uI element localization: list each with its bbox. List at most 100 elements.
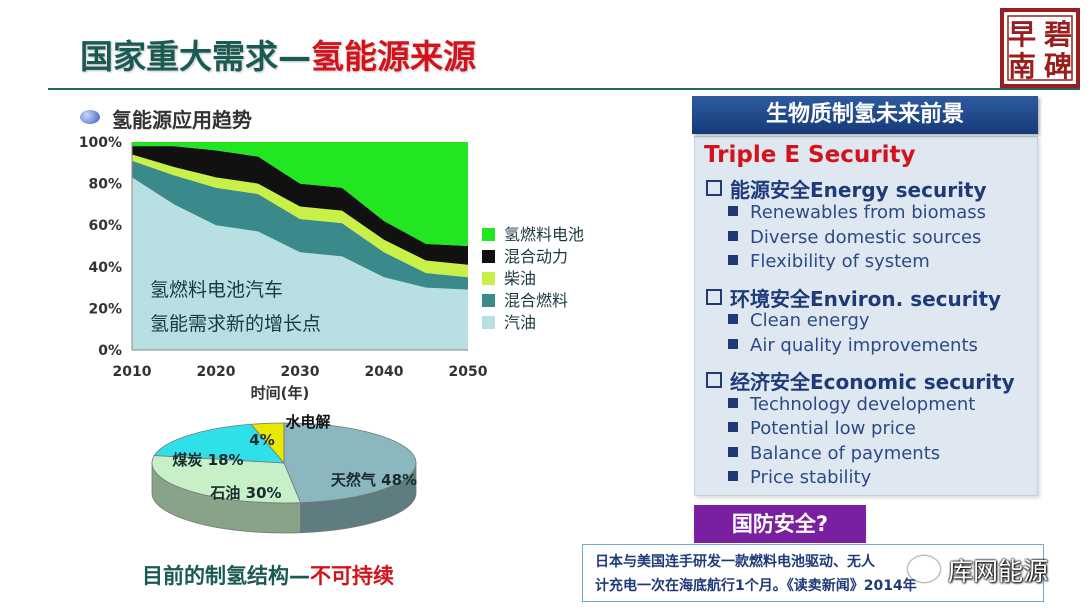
x-axis-title: 时间(年) bbox=[251, 384, 310, 402]
watermark-text: 库网能源 bbox=[948, 557, 1049, 586]
section-heading-label: 经济安全Economic security bbox=[730, 370, 1015, 394]
y-tick-label: 60% bbox=[88, 218, 122, 234]
note-line: 计充电一次在海底航行1个月。《读卖新闻》2014年 bbox=[595, 578, 917, 594]
x-tick-label: 2030 bbox=[281, 364, 320, 380]
list-item: Technology development bbox=[728, 394, 975, 415]
triple-e-heading: Triple E Security bbox=[704, 142, 916, 168]
list-item: Renewables from biomass bbox=[728, 202, 986, 223]
list-item-label: Flexibility of system bbox=[750, 251, 930, 272]
pie-slice-label: 天然气 48% bbox=[331, 471, 417, 489]
pie-slice-label: 4% bbox=[249, 431, 274, 449]
seal-glyph: 碑 bbox=[1044, 50, 1072, 83]
title-main: 国家重大需求— bbox=[80, 37, 311, 76]
seal-glyph: 早 bbox=[1008, 18, 1036, 51]
pie-slice bbox=[283, 422, 417, 504]
x-tick-label: 2020 bbox=[197, 364, 236, 380]
legend-swatch bbox=[482, 272, 495, 285]
x-tick-label: 2010 bbox=[113, 364, 152, 380]
defense-badge: 国防安全? bbox=[694, 505, 866, 543]
legend-swatch bbox=[482, 294, 495, 307]
trend-section-label: 氢能源应用趋势 bbox=[112, 108, 252, 132]
list-item: Price stability bbox=[728, 467, 871, 488]
legend-label: 氢燃料电池 bbox=[504, 225, 584, 244]
y-tick-label: 80% bbox=[88, 177, 122, 193]
list-item: Clean energy bbox=[728, 310, 870, 331]
legend-label: 混合燃料 bbox=[504, 291, 568, 310]
wechat-icon bbox=[908, 556, 940, 582]
checkbox-icon bbox=[706, 372, 722, 388]
list-item-label: Potential low price bbox=[750, 418, 916, 439]
note-line: 日本与美国连手研发一款燃料电池驱动、无人 bbox=[595, 554, 875, 570]
pie-slice bbox=[250, 422, 285, 465]
area-series-4 bbox=[132, 142, 468, 246]
pie-caption: 目前的制氢结构—不可持续 bbox=[142, 560, 394, 590]
area-series-3 bbox=[132, 146, 468, 265]
square-bullet-icon bbox=[728, 447, 738, 457]
pie-title: 水电解 bbox=[285, 413, 330, 431]
area-series-2 bbox=[132, 154, 468, 278]
area-annotation-line: 氢燃料电池汽车 bbox=[150, 279, 283, 301]
pie-slice-label: 石油 30% bbox=[209, 484, 281, 502]
stacked-area-chart: 0% 20% 40% 60% 80% 100% 2010 2020 2030 2040 2050 时间… bbox=[79, 135, 584, 402]
watermark: 库网能源 bbox=[908, 552, 1048, 588]
y-tick-label: 20% bbox=[88, 301, 122, 317]
checkbox-icon bbox=[706, 180, 722, 196]
list-item-label: Renewables from biomass bbox=[750, 202, 986, 223]
section-energy-heading: 能源安全Energy security bbox=[706, 174, 987, 203]
pie-caption-highlight: 不可持续 bbox=[310, 564, 394, 588]
section-heading-label: 能源安全Energy security bbox=[730, 178, 987, 202]
prospect-panel bbox=[694, 136, 1038, 496]
legend-label: 混合动力 bbox=[504, 247, 568, 266]
square-bullet-icon bbox=[728, 339, 738, 349]
section-economic-heading: 经济安全Economic security bbox=[706, 366, 1015, 395]
news-note-box: 日本与美国连手研发一款燃料电池驱动、无人 计充电一次在海底航行1个月。《读卖新闻… bbox=[582, 544, 1044, 602]
title-highlight: 氢能源来源 bbox=[311, 37, 476, 76]
y-tick-label: 0% bbox=[98, 343, 122, 359]
panel-header: 生物质制氢未来前景 bbox=[692, 96, 1038, 134]
square-bullet-icon bbox=[728, 398, 738, 408]
list-item-label: Price stability bbox=[750, 467, 872, 488]
square-bullet-icon bbox=[728, 206, 738, 216]
list-item: Air quality improvements bbox=[728, 335, 978, 356]
seal-glyph: 碧 bbox=[1043, 18, 1072, 51]
page-title: 国家重大需求—氢能源来源 bbox=[80, 30, 476, 78]
legend-swatch bbox=[482, 228, 495, 241]
area-annotation-line: 氢能需求新的增长点 bbox=[150, 313, 321, 335]
list-item-label: Clean energy bbox=[750, 310, 870, 331]
area-series-1 bbox=[132, 160, 468, 290]
list-item-label: Air quality improvements bbox=[750, 335, 978, 356]
legend-swatch bbox=[482, 316, 495, 329]
list-item: Balance of payments bbox=[728, 443, 940, 464]
square-bullet-icon bbox=[728, 314, 738, 324]
list-item-label: Diverse domestic sources bbox=[750, 227, 982, 248]
legend-label: 柴油 bbox=[504, 269, 536, 288]
legend-swatch bbox=[482, 250, 495, 263]
pie-slice bbox=[153, 423, 285, 464]
square-bullet-icon bbox=[728, 422, 738, 432]
bullet-icon bbox=[80, 110, 100, 124]
checkbox-icon bbox=[706, 289, 722, 305]
pie-slice-label: 煤炭 18% bbox=[172, 451, 243, 469]
area-series-0 bbox=[132, 177, 468, 350]
pie-caption-main: 目前的制氢结构— bbox=[142, 564, 310, 588]
list-item-label: Technology development bbox=[750, 394, 976, 415]
pie-slice bbox=[151, 455, 302, 504]
list-item: Diverse domestic sources bbox=[728, 227, 981, 248]
list-item: Flexibility of system bbox=[728, 251, 930, 272]
square-bullet-icon bbox=[728, 255, 738, 265]
y-tick-label: 40% bbox=[88, 260, 122, 276]
legend-label: 汽油 bbox=[504, 313, 536, 332]
x-tick-label: 2040 bbox=[365, 364, 404, 380]
seal-glyph: 南 bbox=[1008, 50, 1036, 83]
square-bullet-icon bbox=[728, 231, 738, 241]
title-divider bbox=[48, 88, 1080, 90]
y-tick-label: 100% bbox=[79, 135, 122, 151]
square-bullet-icon bbox=[728, 471, 738, 481]
section-heading-label: 环境安全Environ. security bbox=[730, 287, 1002, 311]
list-item: Potential low price bbox=[728, 418, 916, 439]
section-environ-heading: 环境安全Environ. security bbox=[706, 283, 1001, 312]
x-tick-label: 2050 bbox=[449, 364, 488, 380]
list-item-label: Balance of payments bbox=[750, 443, 941, 464]
pie-chart: 天然气 48% 石油 30% 煤炭 18% 4% 水电解 bbox=[151, 413, 417, 534]
